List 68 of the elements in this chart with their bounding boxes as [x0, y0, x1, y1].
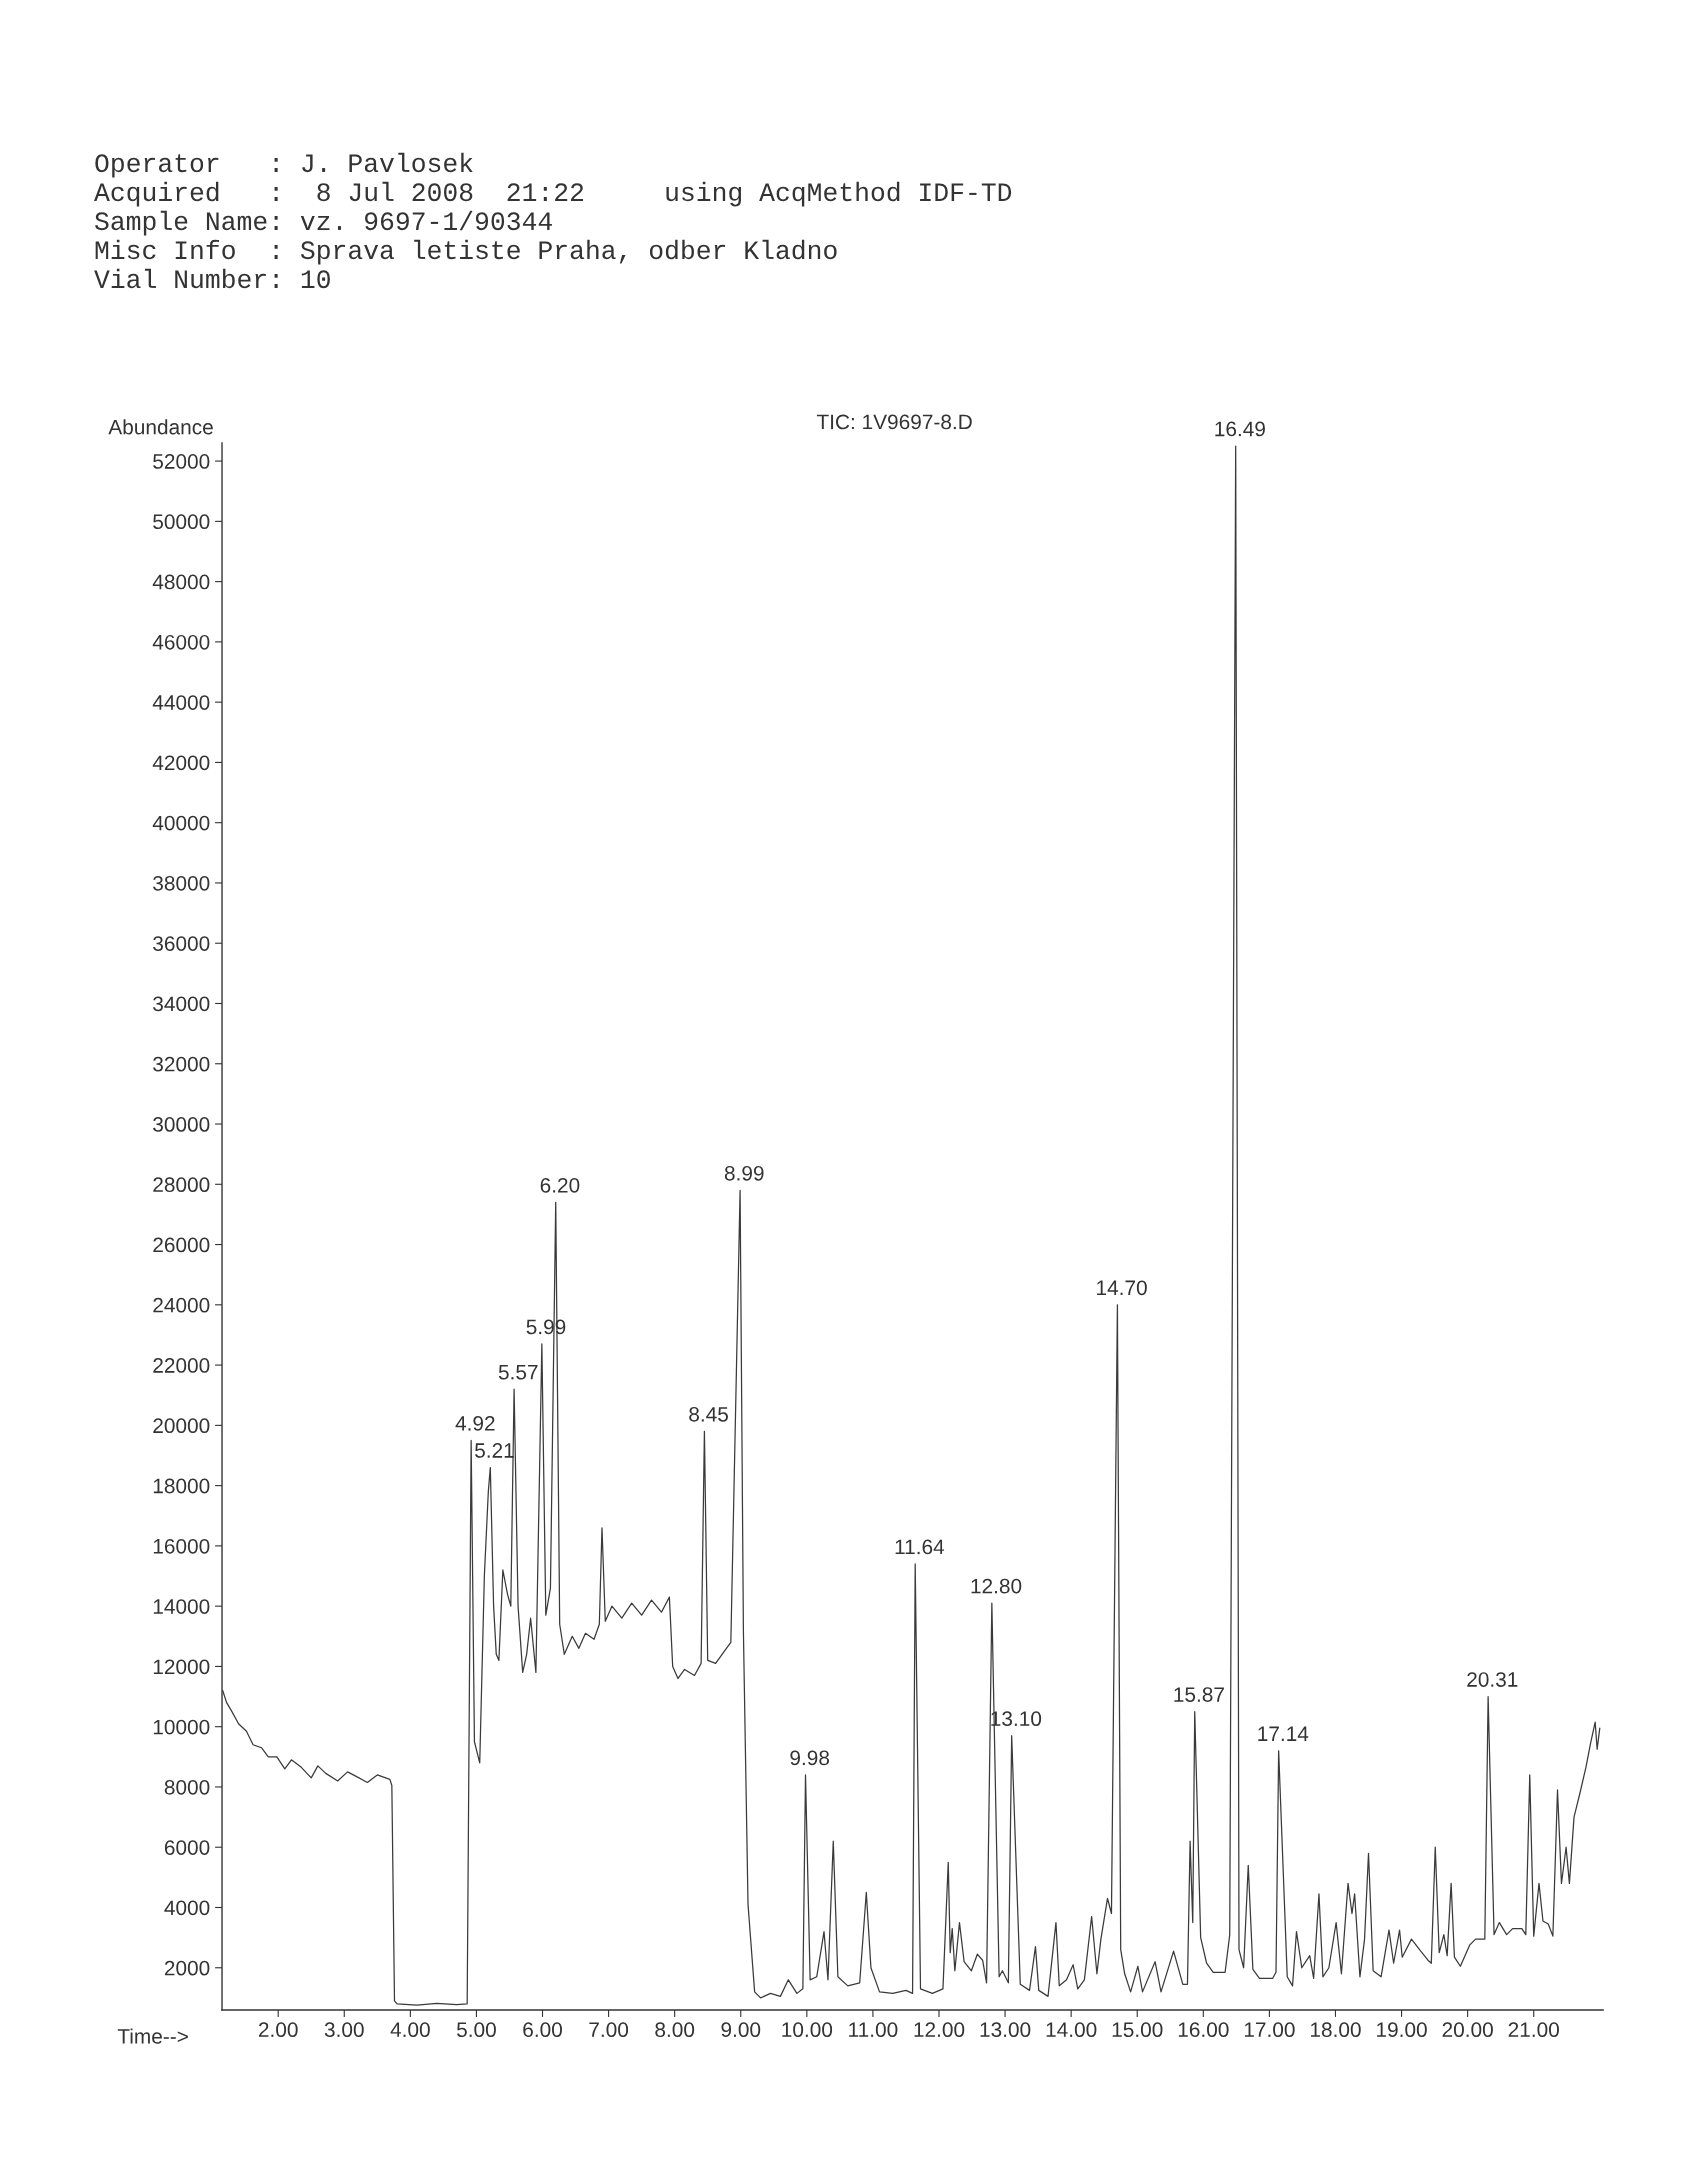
- annotation: 8.99: [724, 1165, 764, 1181]
- x-tick-label: 6.00: [523, 2022, 562, 2038]
- annotation: 6.20: [540, 1177, 580, 1193]
- text: Misc Info : Sprava letiste Praha, odber Kladno: [95, 239, 837, 265]
- chart-title: TIC: 1V9697-8.D: [816, 414, 972, 430]
- y-axis-title: Abundance: [108, 419, 213, 435]
- x-axis-title: Time-->: [117, 2028, 188, 2044]
- y-tick-label: 48000: [152, 574, 210, 590]
- x-tick-label: 18.00: [1311, 2022, 1361, 2038]
- line-series: [222, 445, 1601, 2006]
- y-tick-label: 46000: [152, 634, 210, 650]
- y-tick-label: 10000: [153, 1719, 210, 1735]
- annotation: 17.14: [1258, 1726, 1309, 1741]
- x-tick-label: 17.00: [1244, 2022, 1295, 2038]
- y-tick-label: 34000: [153, 996, 210, 1012]
- text: Vial Number: 10: [94, 268, 330, 289]
- y-tick-label: 40000: [152, 815, 210, 831]
- annotation: 11.64: [895, 1539, 945, 1555]
- x-tick-label: 16.00: [1178, 2022, 1229, 2038]
- y-tick-label: 8000: [164, 1779, 210, 1795]
- x-tick-label: 10.00: [782, 2022, 833, 2038]
- x-tick-label: 7.00: [589, 2022, 629, 2038]
- text: Operator : J. Pavlosek: [95, 152, 473, 178]
- annotation: 8.45: [689, 1406, 728, 1422]
- y-tick-label: 2000: [164, 1960, 210, 1976]
- annotation: 20.31: [1467, 1672, 1518, 1687]
- x-tick-label: 21.00: [1508, 2022, 1559, 2038]
- x-tick-label: 13.00: [980, 2022, 1031, 2038]
- annotation: 15.87: [1174, 1687, 1224, 1702]
- y-tick-label: 44000: [152, 695, 210, 710]
- y-tick-label: 12000: [153, 1659, 210, 1675]
- x-tick-label: 3.00: [324, 2022, 364, 2038]
- x-tick-label: 4.00: [390, 2022, 430, 2038]
- y-tick-label: 24000: [153, 1297, 210, 1313]
- text: Sample Name: vz. 9697-1/90344: [95, 210, 552, 236]
- text: Acquired : 8 Jul 2008 21:22 using AcqMethod IDF-TD: [94, 181, 1012, 207]
- annotation: 14.70: [1097, 1280, 1147, 1296]
- x-tick-label: 12.00: [914, 2022, 965, 2038]
- annotation: 4.92: [455, 1416, 495, 1431]
- x-tick-label: 20.00: [1442, 2022, 1493, 2038]
- y-tick-label: 38000: [153, 875, 210, 891]
- y-tick-label: 4000: [164, 1900, 210, 1916]
- y-tick-label: 6000: [164, 1840, 210, 1855]
- annotation: 9.98: [790, 1750, 830, 1766]
- x-tick-label: 5.00: [456, 2022, 496, 2038]
- y-tick-label: 50000: [153, 514, 210, 530]
- y-tick-label: 42000: [152, 755, 210, 771]
- y-tick-label: 36000: [153, 936, 210, 951]
- x-tick-label: 2.00: [258, 2022, 298, 2038]
- y-tick-label: 22000: [153, 1358, 210, 1373]
- x-tick-label: 9.00: [721, 2022, 761, 2038]
- y-tick-label: 26000: [153, 1237, 210, 1253]
- y-tick-label: 32000: [153, 1056, 210, 1072]
- y-tick-label: 16000: [153, 1538, 210, 1554]
- y-tick-label: 52000: [153, 454, 210, 469]
- y-tick-label: 18000: [153, 1478, 210, 1494]
- x-tick-label: 11.00: [849, 2022, 898, 2038]
- x-tick-label: 15.00: [1112, 2022, 1163, 2038]
- y-tick-label: 30000: [153, 1117, 210, 1132]
- annotation: 5.57: [498, 1364, 538, 1380]
- y-tick-label: 20000: [153, 1418, 210, 1434]
- annotation: 12.80: [971, 1578, 1022, 1594]
- x-tick-label: 8.00: [655, 2022, 695, 2038]
- annotation: 16.49: [1215, 421, 1265, 437]
- y-tick-label: 28000: [153, 1177, 210, 1193]
- x-tick-label: 19.00: [1377, 2022, 1427, 2038]
- x-tick-label: 14.00: [1046, 2022, 1097, 2038]
- y-tick-label: 14000: [153, 1599, 210, 1614]
